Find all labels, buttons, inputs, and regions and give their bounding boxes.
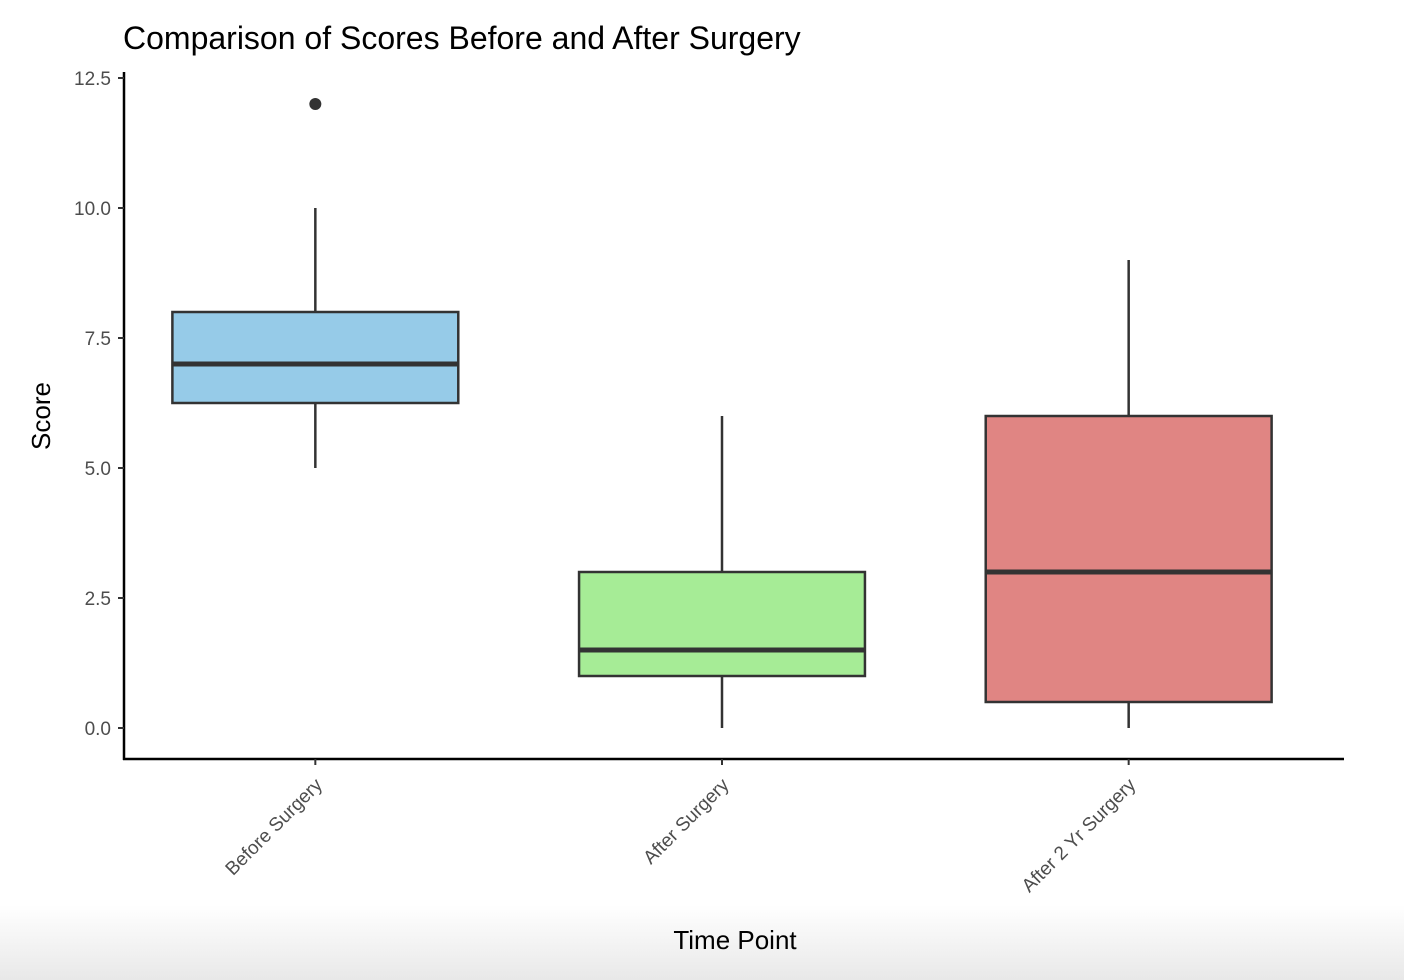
- box: [984, 414, 1273, 704]
- x-ticks: Before Surgery After Surgery After 2 Yr Su…: [222, 759, 1141, 897]
- box: [577, 570, 867, 678]
- boxes: [171, 98, 1273, 728]
- y-ticks: 0.0 2.5 5.0 7.5 10.0 12.5: [74, 69, 124, 740]
- y-tick-label: 0.0: [85, 719, 111, 740]
- x-tick-label: After 2 Yr Surgery: [1018, 774, 1140, 896]
- y-tick-label: 5.0: [85, 459, 111, 480]
- x-tick-label: Before Surgery: [222, 774, 328, 880]
- box-group: [577, 416, 867, 728]
- outlier-point: [309, 98, 322, 110]
- y-tick-label: 10.0: [74, 199, 111, 220]
- box: [171, 310, 460, 405]
- box-group: [984, 260, 1273, 728]
- chart-title: Comparison of Scores Before and After Su…: [123, 20, 801, 56]
- y-axis-title: Score: [26, 382, 56, 450]
- y-tick-label: 12.5: [74, 69, 111, 90]
- y-tick-label: 2.5: [85, 589, 111, 610]
- y-tick-label: 7.5: [85, 329, 111, 350]
- x-axis-title: Time Point: [673, 925, 797, 955]
- box-group: [171, 98, 460, 468]
- bottom-fade: [0, 905, 1404, 980]
- x-tick-label: After Surgery: [640, 774, 734, 868]
